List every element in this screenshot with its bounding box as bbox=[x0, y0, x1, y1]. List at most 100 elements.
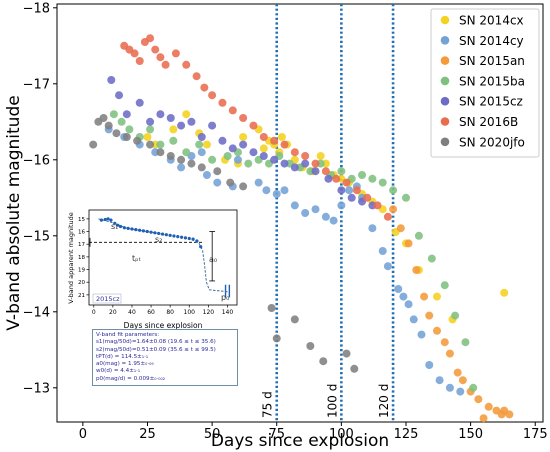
inset-data-point bbox=[118, 224, 123, 229]
data-point bbox=[228, 144, 237, 153]
data-point bbox=[226, 178, 235, 187]
data-point bbox=[109, 110, 118, 119]
data-point bbox=[156, 140, 165, 149]
x-tick-label: 125 bbox=[394, 427, 419, 442]
data-point bbox=[319, 357, 328, 366]
data-point bbox=[433, 292, 442, 301]
data-point bbox=[115, 91, 124, 100]
data-point bbox=[122, 133, 131, 141]
inset-data-point bbox=[183, 236, 188, 240]
legend-marker bbox=[440, 137, 450, 147]
data-point bbox=[394, 285, 403, 293]
data-point bbox=[440, 338, 449, 347]
data-point bbox=[195, 140, 204, 149]
data-point bbox=[272, 190, 281, 198]
y-tick-label: −15 bbox=[23, 229, 50, 244]
x-tick-label: 175 bbox=[523, 427, 548, 442]
legend-marker bbox=[440, 15, 450, 25]
data-point bbox=[484, 402, 493, 411]
data-point bbox=[182, 110, 191, 119]
data-point bbox=[267, 304, 276, 312]
data-point bbox=[249, 148, 258, 157]
vline-label: 100 d bbox=[325, 384, 339, 418]
data-point bbox=[332, 174, 341, 183]
data-point bbox=[500, 288, 509, 297]
data-point bbox=[218, 136, 227, 145]
x-tick-label: 150 bbox=[458, 427, 483, 442]
y-tick-label: −16 bbox=[23, 153, 50, 168]
data-point bbox=[213, 178, 222, 187]
data-point bbox=[146, 117, 155, 126]
data-point bbox=[182, 60, 191, 69]
inset-label-box bbox=[92, 293, 122, 304]
data-point bbox=[505, 410, 514, 419]
inset-x-tick-label: 80 bbox=[166, 309, 174, 316]
y-tick-label: −17 bbox=[23, 77, 50, 92]
inset-data-point bbox=[164, 233, 168, 237]
data-point bbox=[290, 315, 299, 324]
data-point bbox=[427, 254, 436, 263]
fit-param-s2: s2(mag/50d)=0.51±0.09 (35.6 ≤ t ≤ 99.5) bbox=[96, 346, 216, 353]
y-tick-label: −14 bbox=[23, 305, 50, 320]
data-point bbox=[272, 334, 281, 343]
inset-x-tick-label: 20 bbox=[109, 309, 117, 316]
data-point bbox=[347, 193, 356, 202]
data-point bbox=[177, 155, 186, 164]
annotation-tpt: tₚₜ bbox=[132, 254, 141, 263]
annotation-a0: a₀ bbox=[209, 255, 217, 264]
inset-x-tick-label: 100 bbox=[184, 309, 196, 316]
inset-axes: 0 20 40 60 80 100 120 140 15 16 17 18 19 20 21 bbox=[78, 217, 233, 316]
inset-x-tick-label: 120 bbox=[203, 309, 215, 316]
inset-data-point bbox=[109, 218, 113, 222]
data-point bbox=[156, 53, 165, 62]
data-point bbox=[497, 410, 506, 419]
inset-marks bbox=[89, 217, 231, 298]
data-point bbox=[169, 125, 178, 134]
x-tick-label: 100 bbox=[329, 427, 354, 442]
data-point bbox=[135, 57, 144, 65]
data-point bbox=[270, 136, 279, 145]
data-point bbox=[187, 117, 196, 126]
inset-data-point bbox=[176, 235, 180, 239]
inset-x-tick-label: 140 bbox=[222, 309, 234, 316]
scatter-points bbox=[89, 34, 514, 423]
data-point bbox=[213, 167, 222, 176]
legend-label: SN 2016B bbox=[459, 115, 518, 129]
inset-y-label: V-band apparent magnitude bbox=[67, 212, 75, 303]
data-point bbox=[166, 114, 175, 122]
legend-marker bbox=[440, 76, 450, 86]
data-point bbox=[337, 186, 346, 195]
x-tick-label: 50 bbox=[204, 427, 221, 442]
data-point bbox=[202, 171, 211, 179]
x-tick-label: 25 bbox=[139, 427, 156, 442]
data-point bbox=[420, 292, 429, 301]
data-point bbox=[479, 414, 488, 423]
data-point bbox=[218, 98, 227, 107]
data-point bbox=[458, 376, 467, 385]
annotation-p0: p₀ bbox=[221, 293, 229, 302]
inset-data-point bbox=[122, 226, 126, 230]
data-point bbox=[301, 209, 310, 217]
data-point bbox=[259, 144, 268, 153]
inset-y-tick-label: 16 bbox=[78, 230, 85, 236]
data-point bbox=[117, 117, 126, 126]
data-point bbox=[329, 216, 338, 225]
inset-data-point bbox=[187, 236, 191, 241]
data-point bbox=[112, 129, 121, 138]
data-point bbox=[412, 266, 421, 274]
data-point bbox=[146, 125, 155, 134]
data-point bbox=[262, 186, 271, 195]
data-point bbox=[171, 49, 180, 58]
y-axis: −18 −17 −16 −15 −14 −13 bbox=[23, 1, 57, 396]
data-point bbox=[200, 83, 209, 92]
data-point bbox=[192, 72, 201, 81]
data-point bbox=[104, 121, 113, 130]
data-point bbox=[239, 114, 248, 122]
inset-y-tick-label: 15 bbox=[78, 217, 85, 223]
inset-data-point bbox=[113, 221, 117, 225]
data-point bbox=[151, 45, 160, 54]
inset-data-point bbox=[195, 239, 199, 243]
annotation-s1: s₁ bbox=[111, 222, 118, 231]
inset-y-tick-label: 17 bbox=[78, 242, 85, 248]
data-point bbox=[324, 174, 333, 183]
